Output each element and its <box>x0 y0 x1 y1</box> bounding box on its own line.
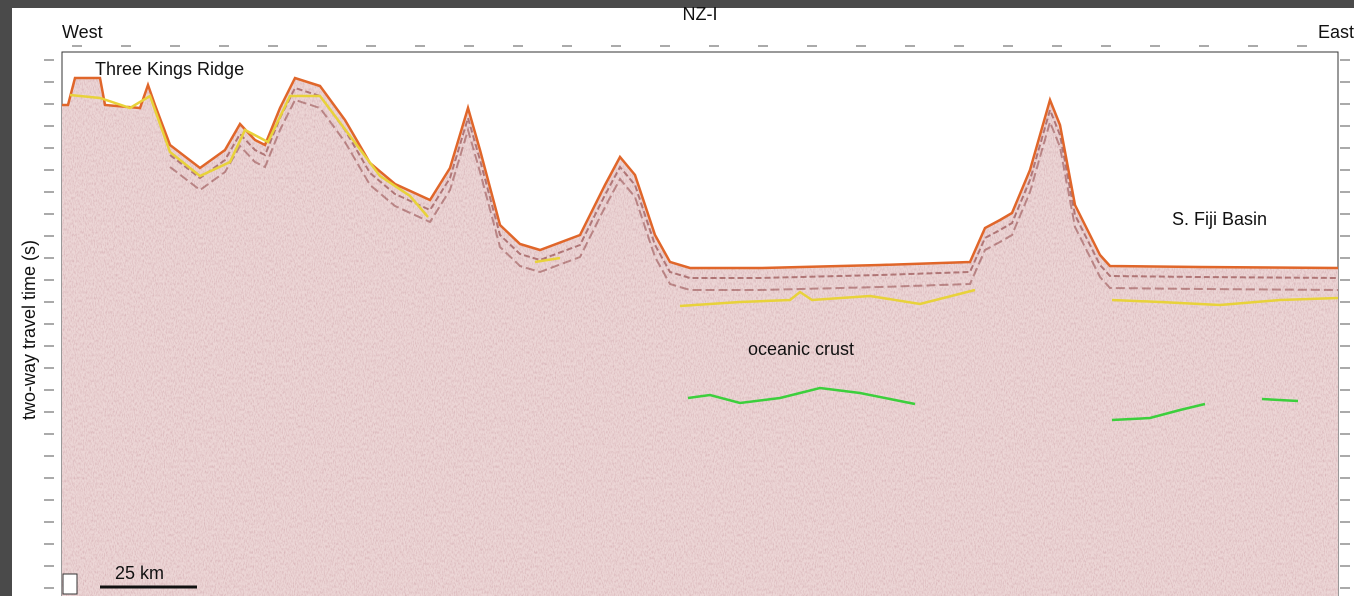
seismic-figure: West NZ-I East Three Kings Ridge S. Fiji… <box>0 0 1354 596</box>
ridge-label: Three Kings Ridge <box>95 59 244 79</box>
basin-label: S. Fiji Basin <box>1172 209 1267 229</box>
crust-label: oceanic crust <box>748 339 854 359</box>
east-label: East <box>1318 22 1354 42</box>
y-axis-label: two-way travel time (s) <box>19 240 39 420</box>
profile-title: NZ-I <box>683 4 718 24</box>
scale-bar-label: 25 km <box>115 563 164 583</box>
page: {"header": {"title": "NZ-I", "west": "We… <box>0 0 1354 596</box>
west-label: West <box>62 22 103 42</box>
logo-box <box>63 574 77 594</box>
